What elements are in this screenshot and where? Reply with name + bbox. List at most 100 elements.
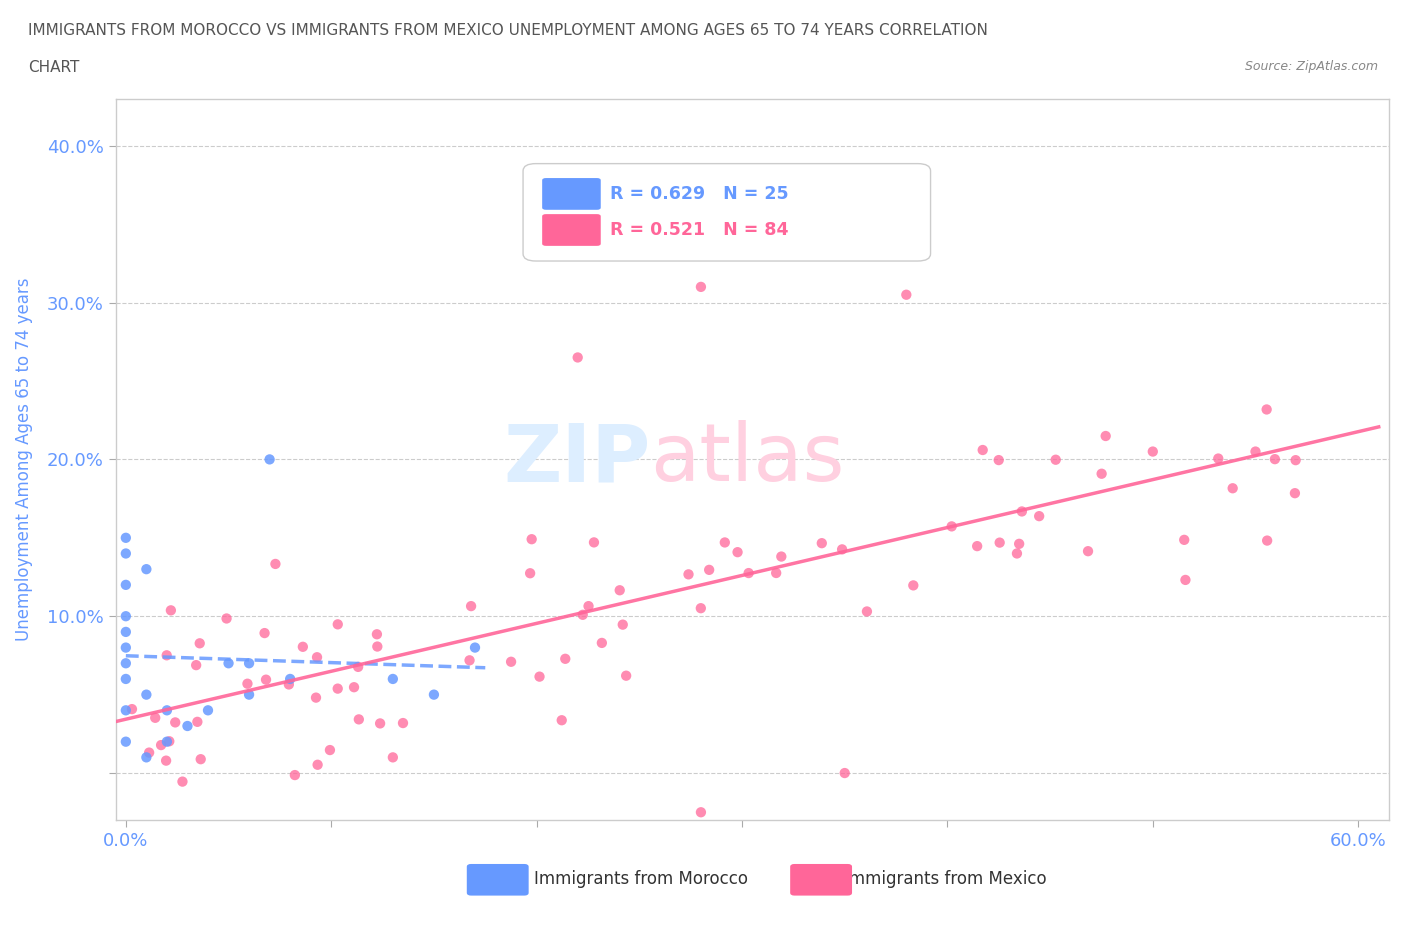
Point xyxy=(305,650,328,665)
Point xyxy=(727,545,749,560)
Point xyxy=(1142,445,1164,459)
Point xyxy=(501,655,523,670)
Point xyxy=(366,639,388,654)
Point xyxy=(1173,532,1195,547)
Point xyxy=(612,618,634,632)
Point xyxy=(326,681,349,696)
Point xyxy=(896,287,918,302)
Point xyxy=(966,538,988,553)
Point xyxy=(238,687,260,702)
Text: ZIP: ZIP xyxy=(503,420,651,498)
Point xyxy=(188,636,211,651)
Point xyxy=(215,611,238,626)
Point xyxy=(138,745,160,760)
Point xyxy=(186,658,208,672)
Point xyxy=(464,640,486,655)
Point xyxy=(765,565,787,580)
Point xyxy=(156,703,179,718)
Point xyxy=(155,753,177,768)
Point xyxy=(165,715,187,730)
Point xyxy=(972,443,994,458)
Point xyxy=(238,656,260,671)
Point xyxy=(690,279,713,294)
Point xyxy=(582,535,605,550)
Point xyxy=(554,651,576,666)
Point xyxy=(218,656,240,671)
Point xyxy=(1244,445,1267,459)
Point xyxy=(1028,509,1050,524)
Point xyxy=(254,672,277,687)
Point xyxy=(690,804,713,819)
Point xyxy=(460,599,482,614)
Point xyxy=(987,453,1010,468)
Point xyxy=(121,701,143,716)
Point xyxy=(810,536,832,551)
Point xyxy=(115,735,138,750)
Point xyxy=(347,712,370,727)
Point xyxy=(278,671,301,686)
Point xyxy=(551,712,574,727)
Point xyxy=(1091,466,1114,481)
Point xyxy=(423,687,446,702)
Point xyxy=(1005,546,1028,561)
Point xyxy=(392,715,415,730)
Text: R = 0.521   N = 84: R = 0.521 N = 84 xyxy=(610,221,789,239)
Point xyxy=(115,656,138,671)
Point xyxy=(135,687,157,702)
Point xyxy=(1174,573,1197,588)
Point xyxy=(326,617,349,631)
Point xyxy=(115,530,138,545)
Point xyxy=(875,201,897,216)
Point xyxy=(135,562,157,577)
Point xyxy=(156,735,179,750)
Point xyxy=(236,676,259,691)
Point xyxy=(176,719,198,734)
Point xyxy=(305,690,328,705)
Point xyxy=(1094,429,1116,444)
Point xyxy=(737,565,759,580)
Point xyxy=(714,535,737,550)
Point xyxy=(1045,452,1067,467)
Point xyxy=(1285,453,1308,468)
Point xyxy=(458,653,481,668)
Point xyxy=(609,583,631,598)
Point xyxy=(115,546,138,561)
Text: IMMIGRANTS FROM MOROCCO VS IMMIGRANTS FROM MEXICO UNEMPLOYMENT AMONG AGES 65 TO : IMMIGRANTS FROM MOROCCO VS IMMIGRANTS FR… xyxy=(28,23,988,38)
Text: Immigrants from Mexico: Immigrants from Mexico xyxy=(844,870,1046,888)
Text: CHART: CHART xyxy=(28,60,80,75)
Point xyxy=(1284,485,1306,500)
Point xyxy=(343,680,366,695)
Point xyxy=(307,757,329,772)
Point xyxy=(519,565,541,580)
Point xyxy=(115,703,138,718)
Point xyxy=(115,609,138,624)
Point xyxy=(366,627,388,642)
Point xyxy=(190,751,212,766)
Point xyxy=(614,669,637,684)
Text: atlas: atlas xyxy=(651,420,845,498)
Point xyxy=(591,635,613,650)
Point xyxy=(567,350,589,365)
Point xyxy=(529,670,551,684)
Point xyxy=(277,677,299,692)
Point xyxy=(678,567,700,582)
Point xyxy=(156,648,179,663)
Point xyxy=(831,542,853,557)
Point xyxy=(770,549,793,564)
Point xyxy=(941,519,963,534)
Point xyxy=(903,578,925,592)
Point xyxy=(689,601,711,616)
Point xyxy=(264,556,287,571)
Point xyxy=(520,532,543,547)
Point xyxy=(1011,504,1033,519)
Y-axis label: Unemployment Among Ages 65 to 74 years: Unemployment Among Ages 65 to 74 years xyxy=(15,278,32,641)
FancyBboxPatch shape xyxy=(543,178,600,210)
Point xyxy=(571,607,593,622)
Point xyxy=(160,603,183,618)
Point xyxy=(197,703,219,718)
Point xyxy=(347,659,370,674)
Point xyxy=(1264,452,1286,467)
Text: Source: ZipAtlas.com: Source: ZipAtlas.com xyxy=(1244,60,1378,73)
Point xyxy=(578,599,600,614)
Point xyxy=(115,671,138,686)
